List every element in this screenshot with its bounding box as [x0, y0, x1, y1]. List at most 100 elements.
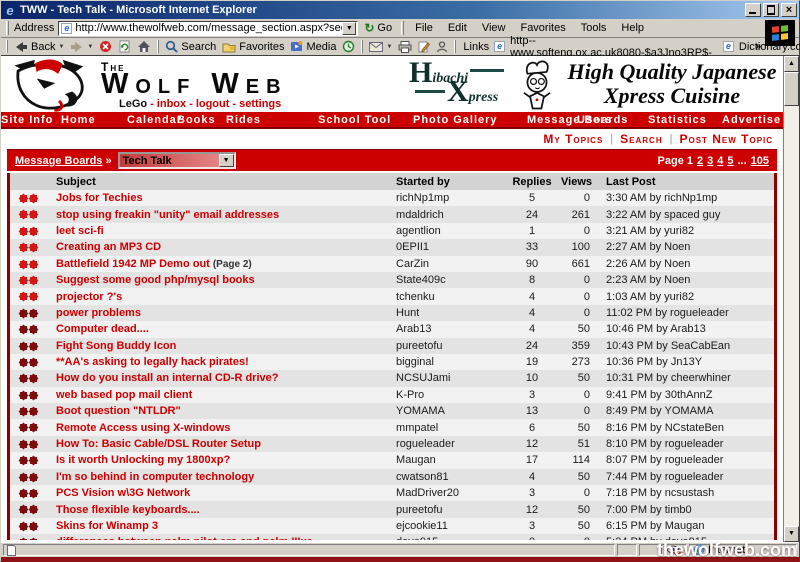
scrollbar-thumb[interactable] — [784, 72, 799, 106]
topic-link[interactable]: **AA's asking to legally hack pirates! — [56, 356, 249, 369]
address-dropdown-icon[interactable] — [342, 21, 357, 35]
nav-item[interactable]: Site Info — [1, 114, 54, 126]
topic-link[interactable]: Boot question "NTLDR" — [56, 405, 181, 418]
topic-link[interactable]: Is it worth Unlocking my 1800xp? — [56, 454, 231, 467]
nav-item[interactable]: Advertise — [722, 114, 782, 126]
restore-button[interactable] — [763, 3, 779, 17]
messenger-button[interactable] — [433, 40, 451, 54]
toolbar-grip[interactable] — [454, 39, 457, 54]
select-dropdown-icon[interactable] — [218, 154, 234, 167]
nav-item[interactable]: Rides — [226, 114, 261, 126]
menu-item[interactable]: Tools — [580, 22, 607, 34]
topic-starter: rogueleader — [396, 438, 455, 451]
topic-views: 359 — [571, 339, 591, 352]
history-button[interactable] — [339, 39, 358, 54]
toolbar-grip[interactable] — [6, 39, 8, 54]
media-button[interactable]: Media — [287, 39, 339, 54]
pager-page-link[interactable]: 2 — [697, 154, 704, 167]
topic-link[interactable]: Those flexible keyboards.... — [56, 503, 200, 516]
topic-link[interactable]: power problems — [56, 306, 141, 319]
inbox-link[interactable]: inbox — [156, 98, 187, 110]
nav-item[interactable]: Books — [177, 114, 216, 126]
topic-link[interactable]: Remote Access using X-windows — [56, 421, 231, 434]
topic-link[interactable]: How do you install an internal CD-R driv… — [56, 372, 279, 385]
menu-item[interactable]: View — [481, 22, 506, 34]
menu-item[interactable]: Favorites — [520, 22, 566, 34]
toolbar-grip[interactable] — [401, 20, 405, 36]
search-button[interactable]: Search — [162, 39, 219, 54]
forward-button[interactable] — [67, 40, 96, 54]
pager-page-link[interactable]: 3 — [707, 154, 714, 167]
address-field[interactable] — [58, 20, 359, 36]
pager-page-link[interactable]: 4 — [717, 154, 724, 167]
nav-item[interactable]: Message Boards — [527, 114, 629, 126]
topic-link[interactable]: Jobs for Techies — [56, 192, 143, 205]
topic-link[interactable]: differences between palm pilot ors and p… — [56, 536, 313, 540]
scroll-down-icon[interactable] — [784, 526, 799, 542]
address-input[interactable] — [75, 22, 343, 34]
my-topics-link[interactable]: My Topics — [543, 132, 604, 146]
home-button[interactable] — [134, 39, 154, 54]
topic-link[interactable]: Skins for Winamp 3 — [56, 520, 158, 532]
go-button[interactable]: Go — [364, 21, 392, 35]
scrollbar-track[interactable] — [784, 106, 799, 526]
topic-starter: YOMAMA — [396, 405, 445, 418]
nav-item[interactable]: Home — [61, 114, 96, 126]
scroll-up-icon[interactable] — [784, 56, 799, 72]
link-item[interactable]: http--www.softeng.ox.ac.uk8080-$a3Jno3RP… — [493, 35, 712, 59]
pager-last-page-link[interactable]: 105 — [750, 154, 770, 167]
topic-link[interactable]: leet sci-fi — [56, 224, 104, 237]
refresh-button[interactable] — [115, 39, 134, 54]
search-topics-link[interactable]: Search — [620, 132, 663, 146]
topic-link[interactable]: PCS Vision w\3G Network — [56, 487, 191, 500]
topic-link[interactable]: web based pop mail client — [56, 388, 193, 401]
nav-item[interactable]: Statistics — [648, 114, 707, 126]
topic-starter: Hunt — [396, 306, 420, 319]
pager-page-link[interactable]: 5 — [727, 154, 734, 167]
forward-arrow-icon — [71, 41, 83, 52]
nav-item[interactable]: Calendar — [127, 114, 183, 126]
toolbar-overflow-chevron[interactable] — [755, 41, 761, 52]
menu-item[interactable]: File — [415, 22, 433, 34]
topic-link[interactable]: Suggest some good php/mysql books — [56, 274, 255, 287]
topic-link[interactable]: Creating an MP3 CD — [56, 241, 162, 254]
menu-item[interactable]: Edit — [447, 22, 467, 34]
board-actions: My Topics | Search | Post New Topic — [1, 129, 784, 149]
table-row: Is it worth Unlocking my 1800xp? Maugan … — [10, 452, 775, 469]
minimize-button[interactable] — [745, 3, 761, 17]
topic-link[interactable]: projector ?'s — [56, 290, 123, 303]
favorites-button[interactable]: Favorites — [219, 40, 287, 54]
nav-item[interactable]: School Tool — [318, 114, 392, 126]
mail-button[interactable] — [366, 41, 395, 53]
watermark-text: thewolfweb.com — [656, 540, 797, 560]
section-select[interactable]: Tech Talk — [117, 152, 236, 169]
topic-link[interactable]: Computer dead.... — [56, 323, 149, 336]
nav-item[interactable]: Users — [577, 114, 613, 126]
hibachi-xpress-logo[interactable]: Hibachi Xpress — [409, 58, 505, 107]
post-new-topic-link[interactable]: Post New Topic — [679, 132, 774, 146]
close-button[interactable] — [781, 3, 797, 17]
privacy-report-pane[interactable] — [661, 544, 687, 556]
topic-replies: 0 — [506, 536, 558, 540]
topic-link[interactable]: Fight Song Buddy Icon — [56, 339, 177, 352]
topic-last-post: 3:30 AM by richNp1mp — [606, 192, 718, 205]
vertical-scrollbar[interactable] — [783, 56, 799, 542]
settings-link[interactable]: settings — [239, 98, 282, 110]
logout-link[interactable]: logout — [195, 98, 230, 110]
table-body: Jobs for Techies richNp1mp 5 0 3:30 AM b… — [10, 190, 775, 540]
breadcrumb-message-boards[interactable]: Message Boards — [15, 154, 103, 167]
back-button[interactable]: Back — [11, 40, 67, 54]
print-button[interactable] — [395, 40, 415, 54]
topic-link[interactable]: stop using freakin "unity" email address… — [56, 208, 280, 221]
toolbar-grip[interactable] — [6, 20, 9, 36]
topic-link[interactable]: Battlefield 1942 MP Demo out — [56, 257, 210, 270]
windows-flag-icon — [772, 25, 788, 41]
edit-button[interactable] — [415, 40, 433, 54]
topic-link[interactable]: How To: Basic Cable/DSL Router Setup — [56, 438, 261, 451]
nav-item[interactable]: Photo Gallery — [413, 114, 498, 126]
search-icon — [166, 40, 179, 53]
mail-icon — [369, 41, 384, 52]
stop-button[interactable] — [96, 39, 115, 54]
topic-link[interactable]: I'm so behind in computer technology — [56, 470, 255, 483]
menu-item[interactable]: Help — [621, 22, 645, 34]
